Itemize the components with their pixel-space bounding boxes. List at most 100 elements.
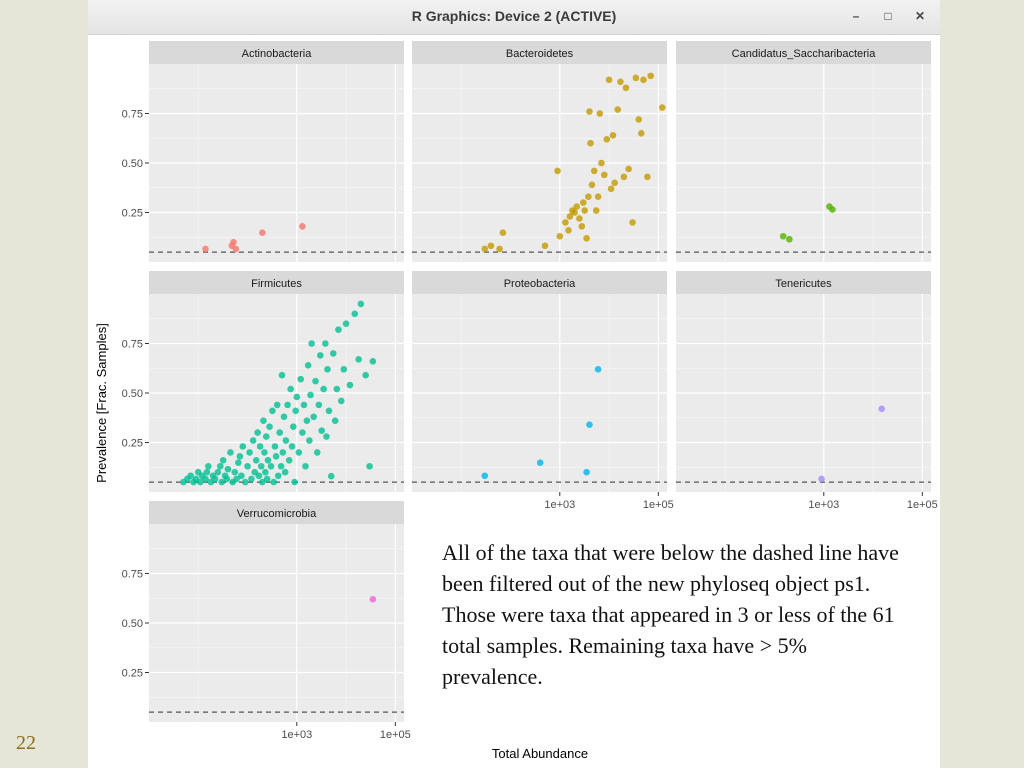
data-point-firmicutes: [320, 385, 327, 393]
data-point-bacteroidetes: [562, 219, 569, 226]
data-point-firmicutes: [295, 449, 303, 456]
facet-label-tenericutes: Tenericutes: [775, 278, 832, 290]
x-tick-label: 1e+03: [808, 499, 839, 511]
data-point-proteobacteria: [586, 421, 593, 428]
data-point-firmicutes: [236, 453, 244, 460]
data-point-bacteroidetes: [629, 219, 636, 226]
data-point-firmicutes: [287, 385, 294, 393]
data-point-firmicutes: [271, 443, 279, 450]
data-point-firmicutes: [262, 433, 270, 440]
data-point-actinobacteria: [232, 245, 240, 253]
data-point-bacteroidetes: [590, 167, 598, 175]
data-point-tenericutes: [878, 405, 886, 413]
data-point-firmicutes: [335, 326, 342, 333]
data-point-firmicutes: [231, 468, 239, 476]
data-point-firmicutes: [346, 381, 354, 389]
data-point-bacteroidetes: [576, 215, 583, 222]
close-icon[interactable]: ✕: [914, 9, 926, 23]
x-tick-label: 1e+05: [643, 499, 674, 511]
data-point-firmicutes: [239, 443, 247, 450]
data-point-bacteroidetes: [573, 203, 580, 210]
y-tick-label: 0.25: [122, 438, 143, 450]
data-point-bacteroidetes: [617, 78, 624, 86]
data-point-proteobacteria: [536, 459, 544, 466]
data-point-bacteroidetes: [603, 135, 611, 143]
facet-label-actinobacteria: Actinobacteria: [242, 48, 313, 60]
data-point-firmicutes: [331, 417, 339, 425]
data-point-firmicutes: [369, 358, 377, 365]
data-point-firmicutes: [282, 437, 290, 444]
data-point-verrucomicrobia: [369, 595, 377, 603]
data-point-firmicutes: [362, 371, 369, 379]
data-point-firmicutes: [357, 300, 365, 308]
y-tick-label: 0.50: [122, 158, 143, 170]
y-tick-label: 0.25: [122, 668, 143, 680]
data-point-bacteroidetes: [499, 229, 507, 236]
data-point-firmicutes: [249, 437, 257, 444]
data-point-bacteroidetes: [637, 130, 645, 137]
data-point-firmicutes: [211, 475, 219, 483]
data-point-firmicutes: [235, 459, 242, 466]
slide-caption: All of the taxa that were below the dash…: [442, 540, 899, 689]
facet-label-bacteroidetes: Bacteroidetes: [506, 48, 574, 60]
window-titlebar[interactable]: R Graphics: Device 2 (ACTIVE) – □ ✕: [88, 0, 940, 35]
data-point-firmicutes: [280, 413, 288, 421]
data-point-bacteroidetes: [487, 242, 495, 250]
data-point-proteobacteria: [481, 472, 489, 480]
y-tick-label: 0.50: [122, 618, 143, 630]
data-point-actinobacteria: [299, 223, 306, 230]
data-point-firmicutes: [205, 462, 212, 470]
data-point-firmicutes: [322, 340, 329, 347]
data-point-firmicutes: [303, 417, 311, 425]
data-point-bacteroidetes: [640, 76, 647, 84]
data-point-bacteroidetes: [596, 110, 604, 117]
data-point-firmicutes: [285, 457, 293, 464]
data-point-firmicutes: [218, 478, 226, 486]
data-point-bacteroidetes: [581, 207, 588, 214]
minimize-icon[interactable]: –: [852, 9, 860, 23]
data-point-firmicutes: [302, 462, 309, 470]
window-title: R Graphics: Device 2 (ACTIVE): [411, 8, 617, 24]
facet-strip-firmicutes: [149, 271, 404, 294]
data-point-firmicutes: [297, 375, 304, 383]
data-point-bacteroidetes: [556, 232, 564, 240]
data-point-bacteroidetes: [541, 242, 549, 250]
data-point-firmicutes: [290, 423, 297, 430]
data-point-candidatus-saccharibacteria: [829, 206, 836, 213]
data-point-firmicutes: [278, 371, 286, 379]
data-point-firmicutes: [264, 457, 272, 464]
data-point-firmicutes: [281, 468, 289, 476]
maximize-icon[interactable]: □: [884, 9, 892, 23]
data-point-firmicutes: [291, 478, 298, 486]
data-point-bacteroidetes: [565, 227, 572, 234]
data-point-firmicutes: [299, 429, 306, 436]
data-point-firmicutes: [312, 377, 319, 385]
data-point-firmicutes: [260, 417, 267, 425]
data-point-bacteroidetes: [620, 173, 628, 181]
slide-number: 22: [16, 732, 36, 754]
facet-strip-verrucomicrobia: [149, 501, 404, 524]
data-point-firmicutes: [266, 423, 273, 430]
data-point-bacteroidetes: [571, 209, 578, 216]
data-point-bacteroidetes: [632, 74, 640, 82]
data-point-bacteroidetes: [481, 245, 489, 253]
data-point-firmicutes: [244, 462, 251, 470]
data-point-firmicutes: [216, 462, 224, 470]
data-point-firmicutes: [337, 397, 345, 405]
data-point-firmicutes: [203, 468, 211, 476]
data-point-firmicutes: [318, 427, 325, 434]
data-point-firmicutes: [351, 310, 359, 318]
data-point-bacteroidetes: [594, 193, 602, 200]
data-point-firmicutes: [277, 462, 285, 470]
data-point-firmicutes: [304, 361, 312, 369]
data-point-firmicutes: [310, 413, 317, 421]
data-point-firmicutes: [327, 472, 335, 480]
data-point-firmicutes: [214, 468, 222, 476]
data-point-candidatus-saccharibacteria: [779, 232, 787, 240]
data-point-bacteroidetes: [578, 223, 586, 230]
data-point-firmicutes: [366, 462, 373, 470]
data-point-firmicutes: [261, 449, 268, 456]
data-point-bacteroidetes: [658, 104, 666, 111]
y-axis-title: Prevalence [Frac. Samples]: [94, 323, 109, 483]
data-point-firmicutes: [325, 407, 333, 415]
